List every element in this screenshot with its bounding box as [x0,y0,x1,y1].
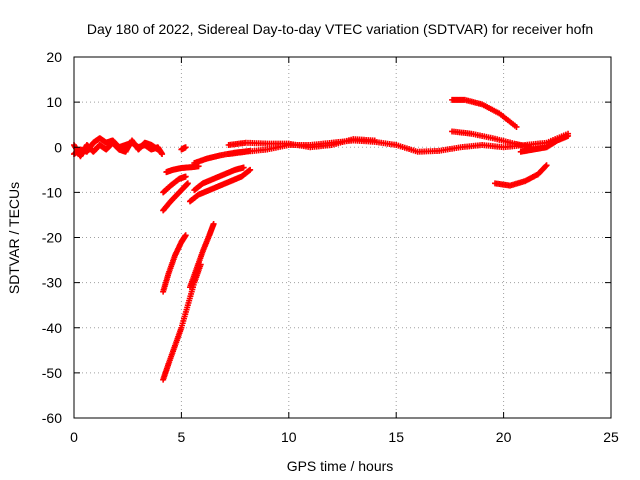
x-tick-label: 20 [496,429,512,445]
series-arc-1 [160,173,189,196]
y-tick-label: -10 [42,184,62,200]
series-arc-15 [517,132,572,155]
series-arc-6b [225,136,378,151]
series-arc-9 [160,232,189,295]
y-tick-label: -30 [42,275,62,291]
x-tick-label: 0 [70,429,78,445]
data-point [182,232,189,239]
series-arc-12 [449,96,520,130]
data-point [182,144,189,151]
gridlines [74,57,611,418]
axis-ticks: 0 5 10 15 20 25 -60 -50 -40 -30 -20 -10 0 10 20 [42,49,619,445]
series-arc-8 [191,164,247,194]
series-arc-7 [186,166,254,205]
data-point [159,151,166,158]
y-tick-label: 10 [46,94,62,110]
y-tick-label: -20 [42,230,62,246]
x-tick-label: 10 [281,429,297,445]
series-arc-main-2 [71,137,161,160]
data-point [210,220,217,227]
data-point [543,162,550,169]
data-points [71,96,572,383]
y-tick-label: -50 [42,365,62,381]
data-point [542,163,549,170]
data-point [182,173,189,180]
y-tick-label: 0 [54,139,62,155]
series-arc-14 [492,162,550,189]
x-axis-title: GPS time / hours [287,458,394,474]
series-arc-2 [160,180,191,214]
data-point [565,132,572,139]
data-point [371,137,378,144]
data-point [247,166,254,173]
series-arc-3 [163,163,202,176]
y-tick-label: -40 [42,320,62,336]
data-point [513,123,520,130]
chart-title: Day 180 of 2022, Sidereal Day-to-day VTE… [87,21,593,37]
y-axis-title: SDTVAR / TECUs [6,182,22,294]
x-tick-label: 15 [388,429,404,445]
y-tick-label: -60 [42,410,62,426]
data-point [240,164,247,171]
series-arc-4 [178,144,189,153]
y-tick-label: 20 [46,49,62,65]
x-tick-label: 5 [178,429,186,445]
data-point [154,146,161,153]
series-arc-11 [186,220,217,291]
data-point [184,180,191,187]
x-tick-label: 25 [603,429,619,445]
